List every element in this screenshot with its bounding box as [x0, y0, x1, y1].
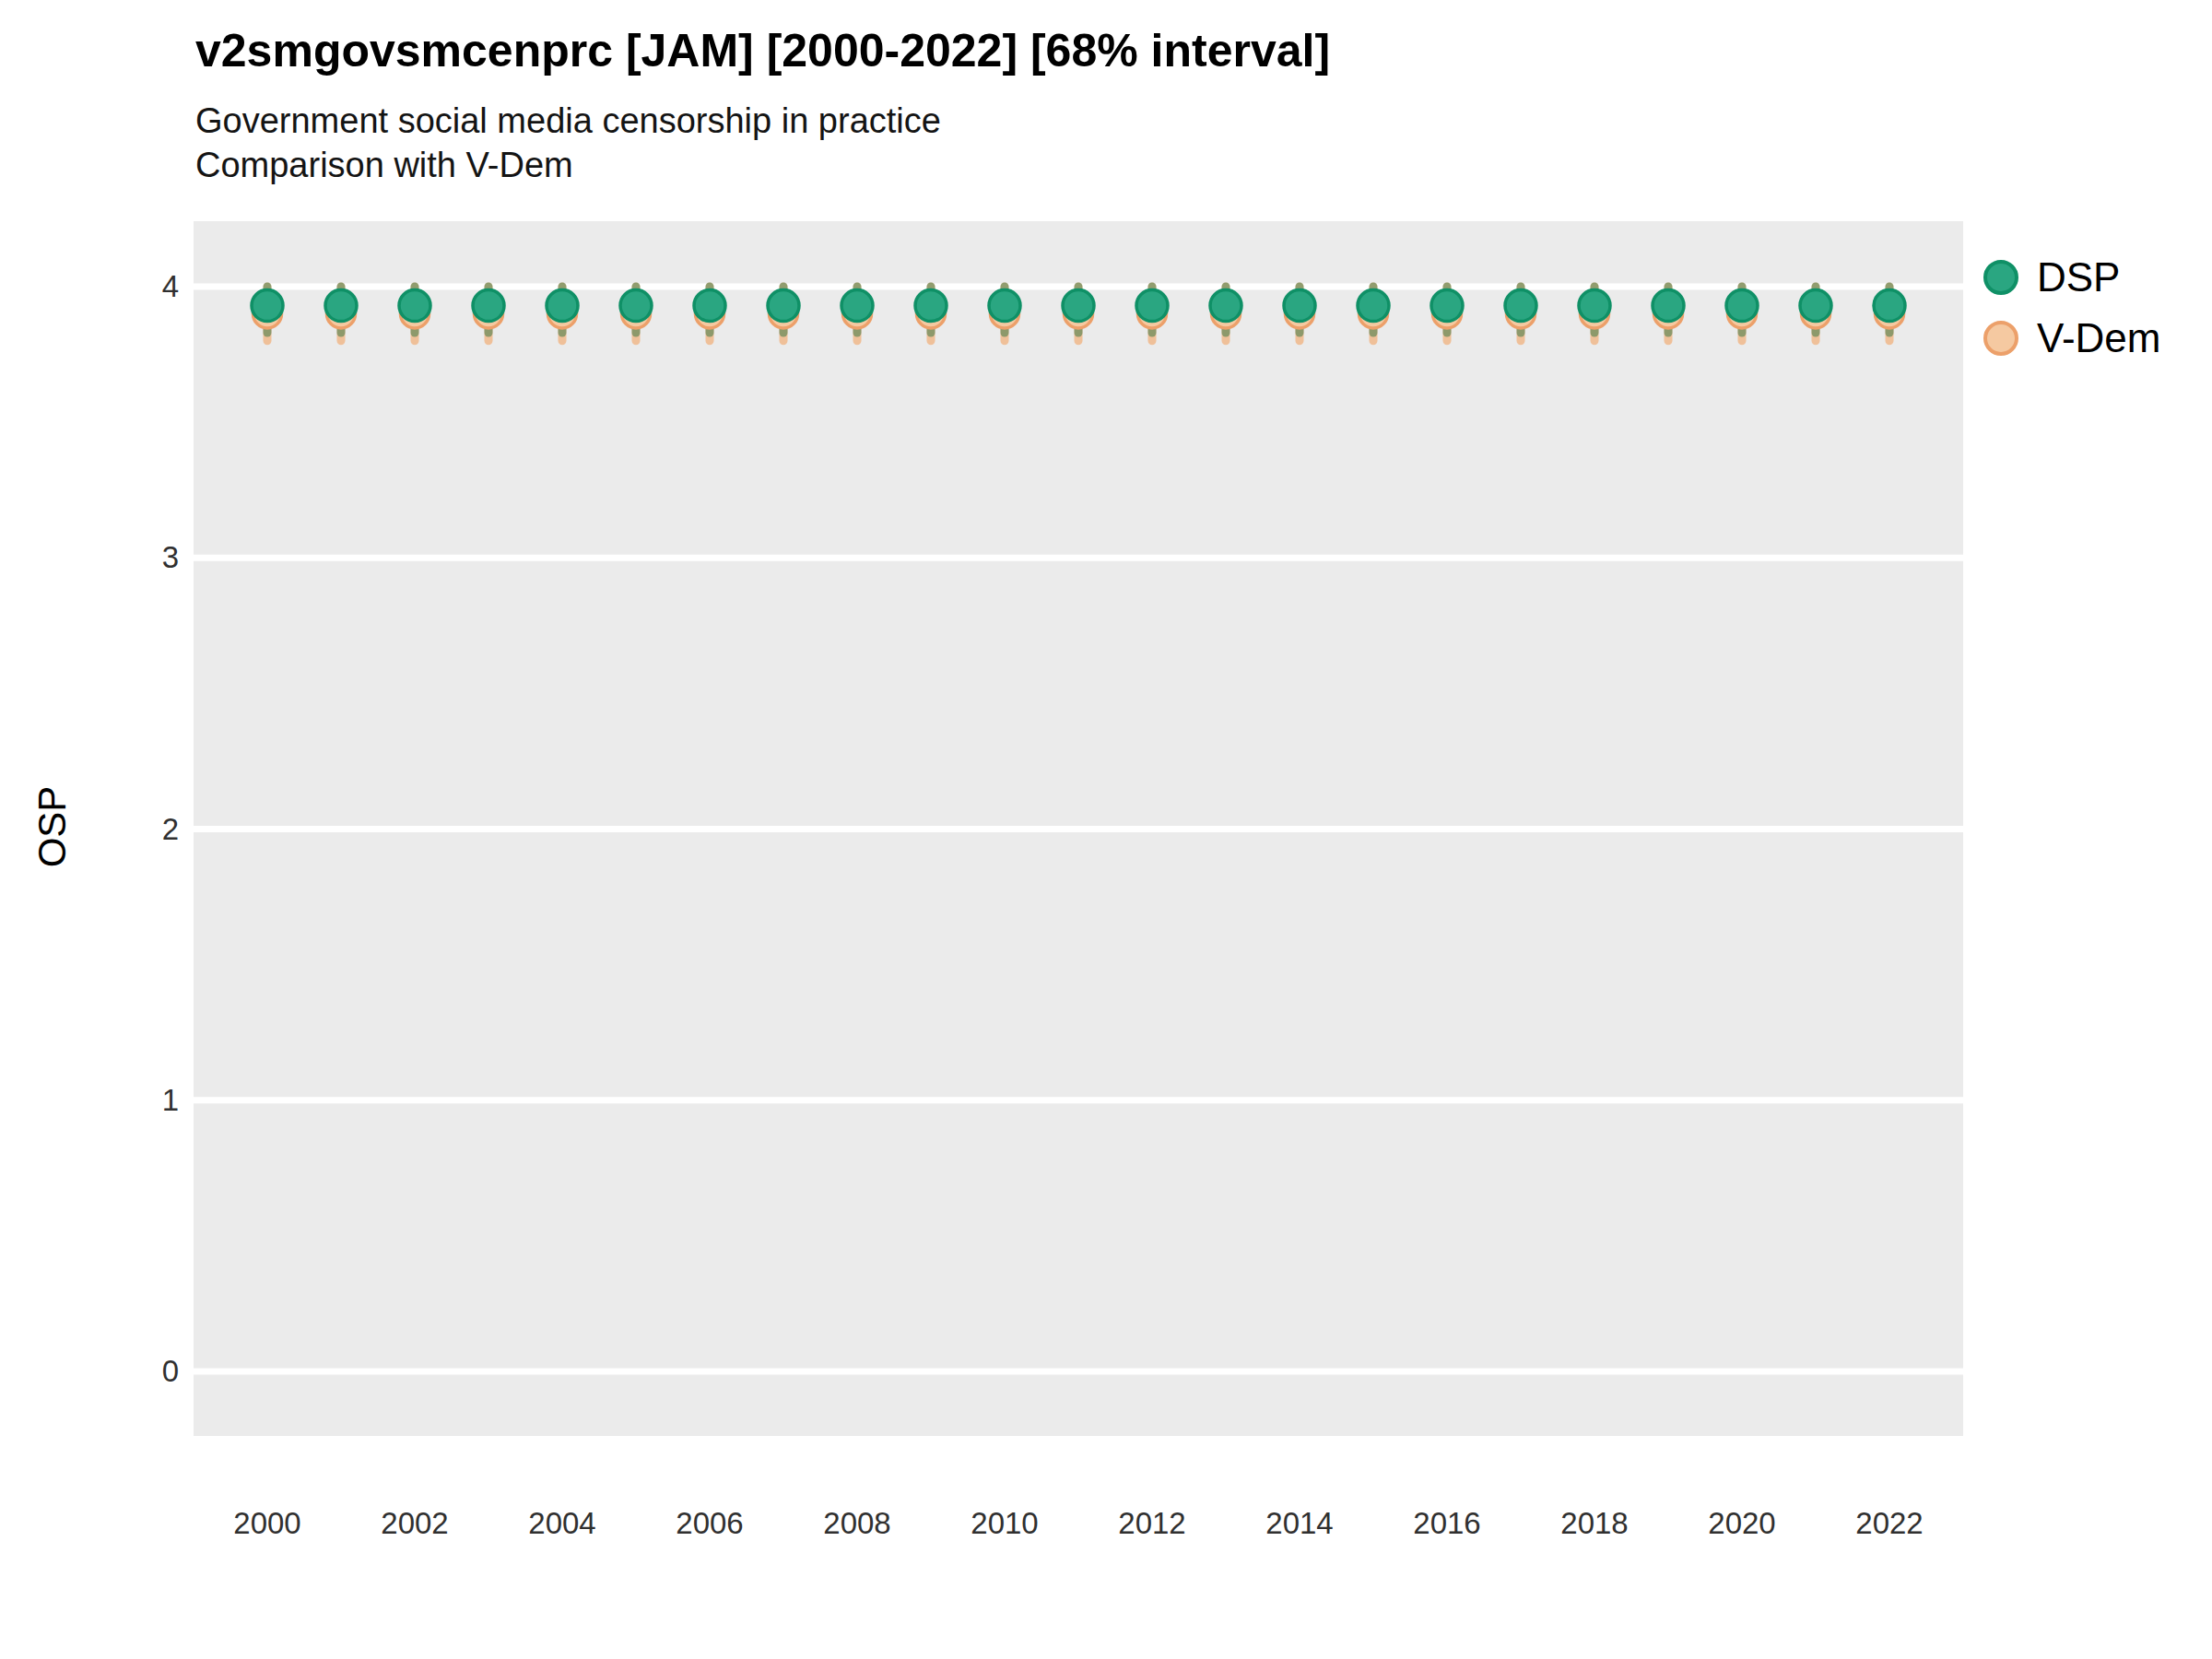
legend-key-circle-icon — [1983, 260, 2018, 295]
dsp-point — [1063, 290, 1094, 322]
dsp-point — [1284, 290, 1315, 322]
dsp-point — [620, 290, 652, 322]
legend-label: DSP — [2037, 254, 2120, 300]
y-axis-title: OSP — [29, 735, 76, 919]
x-tick-label: 2020 — [1668, 1506, 1816, 1541]
x-tick-label: 2012 — [1078, 1506, 1226, 1541]
x-tick-label: 2006 — [636, 1506, 783, 1541]
dsp-point — [473, 290, 504, 322]
dsp-point — [252, 290, 283, 322]
legend-item-v-dem: V-Dem — [1983, 315, 2160, 361]
gridline-y-0 — [194, 1369, 1963, 1375]
x-tick-label: 2004 — [488, 1506, 636, 1541]
y-tick-label: 1 — [77, 1083, 179, 1118]
gridline-y-1 — [194, 1097, 1963, 1103]
plot-panel — [194, 221, 1963, 1436]
dsp-point — [1800, 290, 1831, 322]
x-tick-label: 2000 — [194, 1506, 341, 1541]
plot-area — [194, 221, 1963, 1436]
legend: DSP V-Dem — [1983, 254, 2160, 376]
legend-label: V-Dem — [2037, 315, 2160, 361]
y-tick-label: 2 — [77, 812, 179, 847]
gridline-y-2 — [194, 826, 1963, 832]
dsp-point — [1579, 290, 1610, 322]
dsp-point — [915, 290, 947, 322]
dsp-point — [1726, 290, 1758, 322]
dsp-point — [1653, 290, 1684, 322]
dsp-point — [1210, 290, 1241, 322]
y-tick-label: 4 — [77, 269, 179, 304]
dsp-point — [768, 290, 799, 322]
chart-figure: v2smgovsmcenprc [JAM] [2000-2022] [68% i… — [0, 0, 2212, 1659]
x-tick-label: 2002 — [341, 1506, 488, 1541]
x-tick-label: 2016 — [1373, 1506, 1521, 1541]
x-tick-label: 2022 — [1816, 1506, 1963, 1541]
x-tick-label: 2010 — [931, 1506, 1078, 1541]
chart-subtitle-line2: Comparison with V-Dem — [195, 146, 573, 185]
x-tick-label: 2018 — [1521, 1506, 1668, 1541]
dsp-point — [989, 290, 1020, 322]
dsp-point — [325, 290, 357, 322]
dsp-point — [841, 290, 873, 322]
y-tick-label: 3 — [77, 540, 179, 575]
dsp-point — [399, 290, 430, 322]
chart-subtitle-line1: Government social media censorship in pr… — [195, 101, 941, 141]
legend-key-circle-icon — [1983, 321, 2018, 356]
dsp-point — [1874, 290, 1905, 322]
y-tick-label: 0 — [77, 1354, 179, 1389]
dsp-point — [1358, 290, 1389, 322]
legend-item-dsp: DSP — [1983, 254, 2160, 300]
chart-title: v2smgovsmcenprc [JAM] [2000-2022] [68% i… — [195, 24, 1330, 77]
dsp-point — [694, 290, 725, 322]
dsp-point — [1136, 290, 1168, 322]
x-tick-label: 2014 — [1226, 1506, 1373, 1541]
dsp-point — [1505, 290, 1536, 322]
x-tick-label: 2008 — [783, 1506, 931, 1541]
gridline-y-3 — [194, 555, 1963, 561]
dsp-point — [547, 290, 578, 322]
dsp-point — [1431, 290, 1463, 322]
